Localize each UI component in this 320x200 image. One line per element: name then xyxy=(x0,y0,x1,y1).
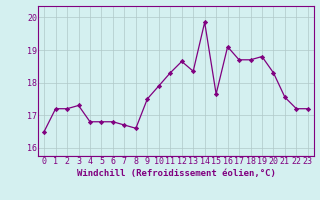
X-axis label: Windchill (Refroidissement éolien,°C): Windchill (Refroidissement éolien,°C) xyxy=(76,169,276,178)
